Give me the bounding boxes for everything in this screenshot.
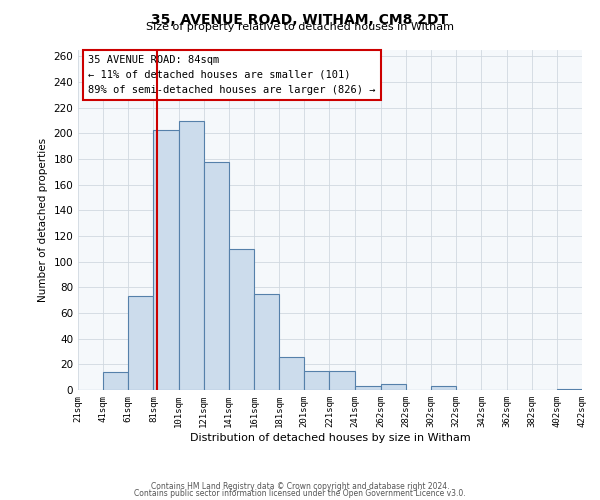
Bar [179,120,203,390]
Text: 35, AVENUE ROAD, WITHAM, CM8 2DT: 35, AVENUE ROAD, WITHAM, CM8 2DT [151,12,449,26]
Text: Contains public sector information licensed under the Open Government Licence v3: Contains public sector information licen… [134,490,466,498]
Bar [431,386,457,390]
Bar [279,356,304,390]
X-axis label: Distribution of detached houses by size in Witham: Distribution of detached houses by size … [190,432,470,442]
Text: Size of property relative to detached houses in Witham: Size of property relative to detached ho… [146,22,454,32]
Bar [355,386,381,390]
Bar [128,296,154,390]
Bar [557,388,582,390]
Bar [154,130,179,390]
Bar [229,249,254,390]
Bar [254,294,279,390]
Bar [329,371,355,390]
Bar [381,384,406,390]
Text: 35 AVENUE ROAD: 84sqm
← 11% of detached houses are smaller (101)
89% of semi-det: 35 AVENUE ROAD: 84sqm ← 11% of detached … [88,55,376,94]
Text: Contains HM Land Registry data © Crown copyright and database right 2024.: Contains HM Land Registry data © Crown c… [151,482,449,491]
Bar [203,162,229,390]
Bar [103,372,128,390]
Bar [304,371,329,390]
Y-axis label: Number of detached properties: Number of detached properties [38,138,48,302]
